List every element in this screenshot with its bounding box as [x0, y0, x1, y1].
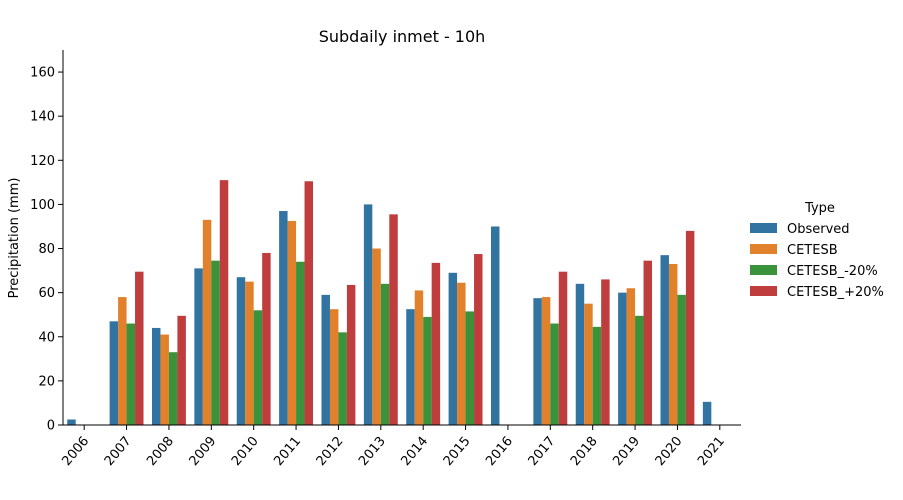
x-tick-label: 2010 [229, 434, 262, 469]
bar-cetesb-20--2009 [211, 260, 220, 425]
bar-cetesb-20--2020 [685, 230, 695, 425]
x-tick-label: 2015 [441, 434, 474, 469]
legend: Type Observed CETESB CETESB_-20% CETESB_+20… [750, 201, 884, 300]
legend-label: CETESB_+20% [787, 285, 884, 300]
bar-cetesb-2019 [626, 288, 636, 425]
y-tick-label: 120 [30, 154, 55, 169]
y-tick-label: 40 [38, 330, 55, 345]
bar-cetesb-20--2014 [423, 316, 432, 425]
bar-observed-2016 [490, 226, 500, 425]
bar-cetesb-20--2015 [465, 311, 475, 425]
x-axis-ticks: 2006 2007 2008 2009 2010 2011 2012 2013 2014 2015… [59, 425, 728, 469]
bar-cetesb-20--2018 [592, 326, 602, 425]
y-tick-label: 20 [38, 374, 55, 389]
y-axis-label: Precipitation (mm) [7, 178, 22, 299]
legend-label: Observed [787, 222, 850, 237]
bar-observed-2015 [448, 272, 458, 425]
y-tick-label: 160 [30, 66, 55, 81]
plot-area [67, 180, 712, 425]
x-tick-label: 2008 [144, 434, 177, 469]
legend-label: CETESB [787, 243, 838, 258]
legend-label: CETESB_-20% [787, 264, 878, 279]
bar-cetesb-2008 [160, 334, 169, 425]
bar-cetesb-2020 [668, 263, 678, 425]
bar-cetesb-20--2014 [431, 262, 441, 425]
bar-cetesb-20--2013 [389, 214, 398, 425]
bar-cetesb-2010 [245, 281, 254, 425]
bar-observed-2007 [109, 321, 119, 425]
legend-swatch [750, 286, 777, 296]
bar-observed-2013 [363, 204, 373, 425]
bar-cetesb-20--2007 [126, 323, 136, 425]
bar-cetesb-2009 [202, 219, 212, 425]
bar-cetesb-20--2019 [643, 260, 653, 425]
legend-swatch [750, 223, 777, 233]
bar-cetesb-20--2017 [558, 271, 568, 425]
bar-cetesb-2013 [372, 248, 381, 425]
bar-cetesb-20--2017 [550, 323, 559, 425]
x-tick-label: 2007 [102, 434, 135, 469]
y-tick-label: 100 [30, 198, 55, 213]
bar-cetesb-2017 [541, 297, 551, 425]
x-tick-label: 2013 [356, 434, 389, 469]
x-tick-label: 2018 [568, 434, 601, 469]
bar-cetesb-20--2008 [168, 352, 178, 425]
x-tick-label: 2016 [483, 434, 516, 469]
bar-cetesb-2007 [118, 297, 127, 425]
x-tick-label: 2014 [398, 434, 431, 469]
bar-observed-2018 [575, 283, 585, 425]
bar-observed-2011 [279, 211, 288, 425]
bar-cetesb-2012 [329, 309, 339, 425]
bar-cetesb-20--2013 [380, 283, 390, 425]
bar-cetesb-20--2007 [135, 271, 144, 425]
x-tick-label: 2020 [653, 434, 686, 469]
chart-title: Subdaily inmet - 10h [319, 27, 486, 46]
bar-observed-2009 [194, 268, 203, 425]
x-tick-label: 2006 [59, 434, 92, 469]
bar-observed-2014 [406, 309, 415, 425]
bar-observed-2017 [533, 298, 542, 425]
bar-cetesb-20--2009 [219, 180, 229, 425]
y-tick-label: 60 [38, 286, 55, 301]
legend-swatch [750, 265, 777, 275]
bar-cetesb-20--2019 [635, 315, 644, 425]
bar-cetesb-20--2010 [253, 310, 263, 425]
x-tick-label: 2009 [187, 434, 220, 469]
legend-title: Type [804, 201, 835, 216]
bar-cetesb-20--2008 [177, 315, 186, 425]
bar-cetesb-20--2018 [601, 279, 610, 425]
bar-observed-2020 [660, 255, 669, 425]
bar-cetesb-2014 [414, 290, 424, 425]
x-tick-label: 2019 [610, 434, 643, 469]
bar-cetesb-20--2011 [296, 261, 305, 425]
bar-cetesb-20--2020 [677, 294, 686, 425]
bar-observed-2012 [321, 294, 330, 425]
bar-cetesb-20--2010 [262, 252, 271, 425]
bar-cetesb-20--2012 [338, 332, 347, 425]
bar-observed-2010 [236, 277, 246, 425]
bar-cetesb-20--2012 [346, 284, 356, 425]
bar-cetesb-20--2015 [474, 254, 483, 425]
bar-cetesb-2015 [457, 282, 466, 425]
y-tick-label: 0 [47, 419, 55, 434]
bar-observed-2008 [151, 327, 161, 425]
bar-observed-2006 [67, 419, 76, 425]
y-axis-ticks: 0 20 40 60 80 100 120 140 160 [30, 66, 63, 434]
x-tick-label: 2017 [526, 434, 559, 469]
bar-observed-2021 [702, 401, 712, 425]
legend-swatch [750, 244, 777, 254]
bar-cetesb-20--2011 [304, 181, 314, 425]
bar-observed-2019 [618, 292, 627, 425]
y-tick-label: 140 [30, 110, 55, 125]
x-tick-label: 2021 [695, 434, 728, 469]
x-tick-label: 2012 [314, 434, 347, 469]
bar-cetesb-2018 [584, 303, 593, 425]
x-tick-label: 2011 [271, 434, 304, 469]
y-tick-label: 80 [38, 242, 55, 257]
bar-cetesb-2011 [287, 220, 297, 425]
